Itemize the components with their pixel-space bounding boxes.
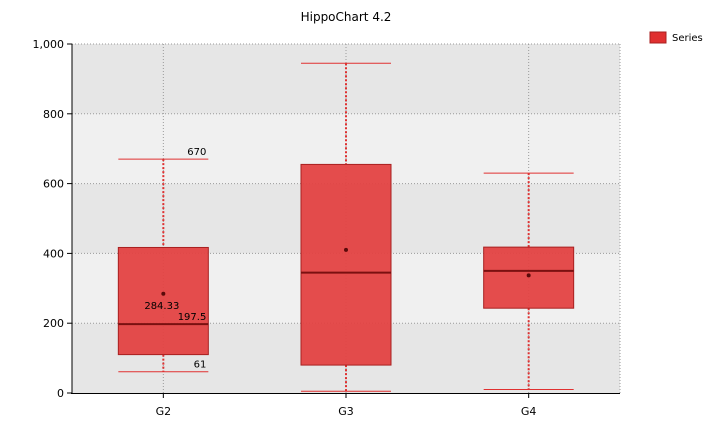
mean-marker — [526, 273, 531, 278]
data-label: 284.33 — [144, 301, 179, 312]
legend-label: Series — [672, 33, 703, 44]
legend: Series — [649, 31, 703, 44]
mean-marker — [161, 291, 166, 296]
y-tick-label: 200 — [43, 317, 64, 330]
box-series — [117, 62, 575, 392]
tick-labels: 0 200 400 600 800 1,000 G2 G3 G4 — [33, 38, 537, 418]
box-g4 — [483, 172, 575, 391]
mean-marker — [344, 247, 348, 252]
data-label: 61 — [194, 360, 207, 371]
x-tick-label: G2 — [156, 405, 172, 418]
y-tick-label: 800 — [43, 108, 64, 121]
box-g3 — [300, 62, 392, 392]
y-tick-label: 600 — [43, 178, 64, 191]
box-g2 — [117, 158, 209, 373]
y-tick-label: 400 — [43, 247, 64, 260]
plot-band — [72, 44, 620, 114]
x-tick-label: G3 — [338, 405, 354, 418]
y-tick-label: 1,000 — [33, 38, 65, 51]
data-label: 670 — [187, 147, 206, 158]
legend-swatch — [649, 31, 667, 44]
x-tick-label: G4 — [521, 405, 537, 418]
iqr-box — [117, 246, 209, 356]
data-label: 197.5 — [178, 312, 207, 323]
iqr-box — [300, 163, 392, 366]
y-tick-label: 0 — [57, 387, 64, 400]
chart-title: HippoChart 4.2 — [301, 10, 392, 24]
iqr-box — [483, 246, 575, 309]
